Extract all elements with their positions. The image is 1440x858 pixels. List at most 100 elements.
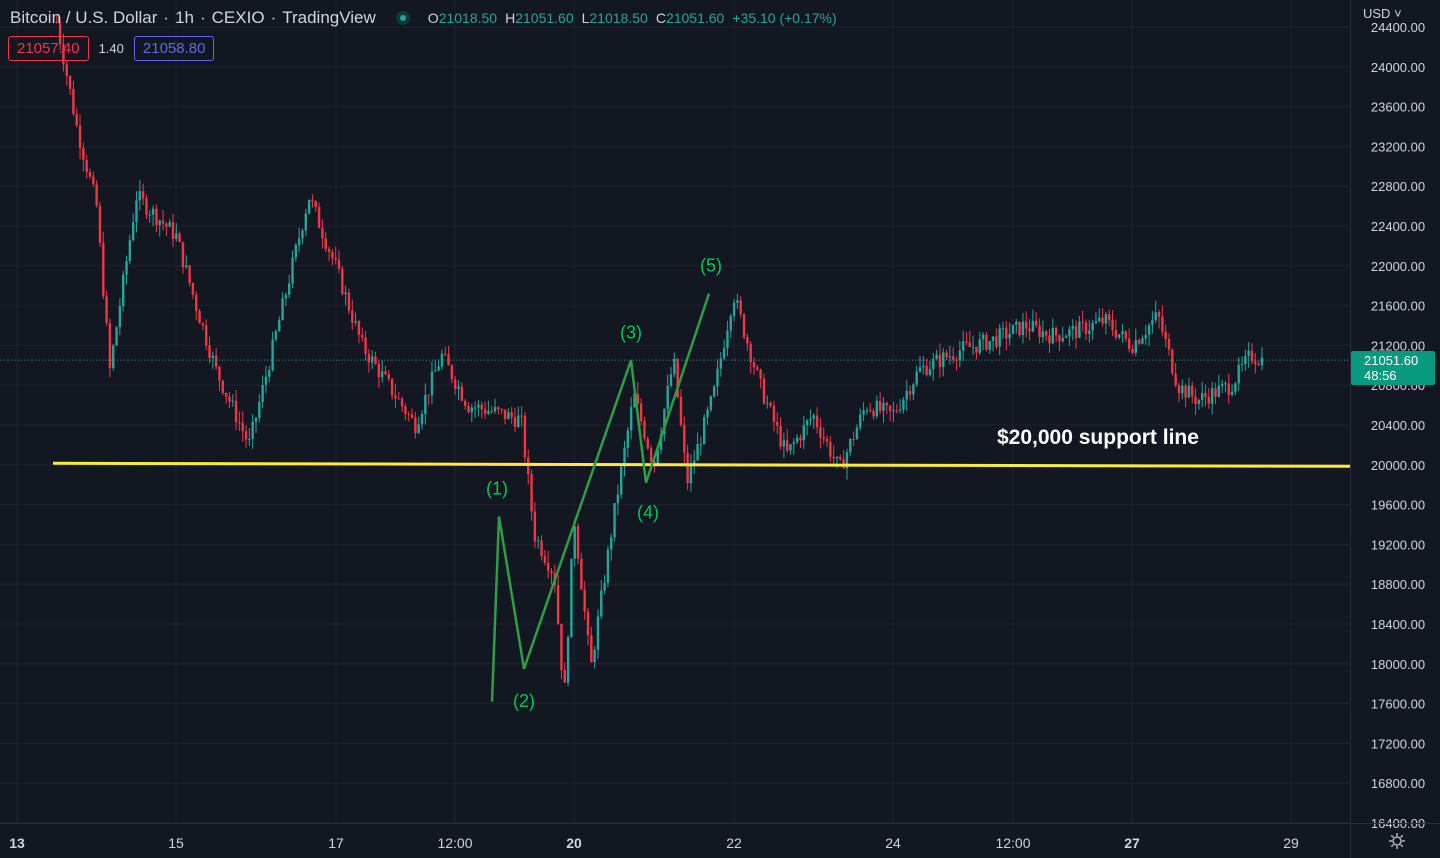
candle-body: [221, 380, 224, 394]
interval-label[interactable]: 1h: [175, 8, 194, 27]
candle-body: [175, 233, 178, 239]
candle-body: [805, 420, 809, 426]
candle-body: [201, 323, 205, 326]
time-tick-label: 12:00: [995, 835, 1030, 851]
candle-body: [480, 404, 483, 410]
candle-body: [430, 371, 434, 396]
candle-body: [417, 424, 420, 434]
candle-body: [463, 400, 467, 407]
candle-body: [998, 328, 1001, 347]
candle-body: [699, 444, 703, 446]
candle-body: [1001, 328, 1005, 330]
candle-body: [669, 374, 673, 386]
price-tick-label: 22400.00: [1371, 219, 1425, 234]
candle-body: [862, 410, 865, 415]
candle-body: [1134, 340, 1137, 353]
candle-body: [92, 176, 95, 185]
candle-body: [171, 222, 175, 239]
candle-body: [211, 355, 215, 359]
candle-body: [317, 207, 321, 228]
quote-row: 21057.40 1.40 21058.80: [8, 36, 215, 61]
candle-body: [537, 540, 540, 542]
candle-body: [802, 425, 805, 441]
candle-body: [125, 261, 128, 275]
candle-body: [168, 222, 171, 227]
candle-body: [1101, 317, 1104, 324]
candle-body: [772, 405, 776, 422]
candle-body: [105, 296, 108, 323]
candle-body: [902, 399, 905, 410]
candle-body: [938, 354, 942, 368]
wave-label: (1): [486, 479, 508, 499]
candle-body: [593, 649, 596, 663]
candle-body: [676, 358, 679, 397]
candle-body: [98, 205, 102, 243]
low-key: L: [581, 10, 590, 26]
candle-body: [311, 199, 314, 202]
candle-body: [766, 403, 769, 405]
price-tick-label: 23200.00: [1371, 139, 1425, 154]
candle-body: [467, 406, 470, 413]
candle-body: [351, 310, 354, 323]
candle-body: [958, 350, 962, 361]
candle-body: [500, 409, 503, 411]
candle-body: [799, 437, 802, 441]
candle-body: [161, 220, 165, 224]
time-tick-label: 15: [168, 835, 184, 851]
candle-body: [912, 384, 915, 395]
candle-body: [407, 414, 410, 416]
candle-body: [623, 447, 626, 467]
candle-body: [633, 393, 636, 408]
candle-body: [570, 558, 573, 638]
candle-body: [205, 325, 208, 346]
candle-body: [307, 199, 311, 214]
candle-body: [1098, 317, 1101, 321]
candle-body: [653, 461, 656, 465]
candle-body: [497, 407, 500, 410]
candle-body: [1068, 328, 1071, 337]
candle-body: [344, 292, 347, 294]
candle-body: [629, 407, 633, 431]
candle-body: [872, 411, 875, 417]
candle-body: [324, 238, 327, 249]
ohlc-values: O21018.50 H21051.60 L21018.50 C21051.60 …: [428, 10, 837, 26]
buy-button[interactable]: 21058.80: [133, 36, 215, 61]
candle-body: [1254, 361, 1257, 365]
candle-body: [948, 356, 952, 358]
candle-body: [151, 208, 155, 215]
market-status-icon[interactable]: [395, 11, 410, 25]
candle-body: [347, 292, 351, 311]
bar-countdown: 48:56: [1364, 368, 1397, 383]
candle-body: [128, 240, 132, 262]
chevron-down-icon: ˅: [1394, 6, 1402, 21]
current-price-tag: 21051.60 48:56: [1351, 351, 1435, 385]
time-tick-label: 27: [1124, 835, 1140, 851]
currency-selector[interactable]: USD ˅: [1363, 6, 1402, 21]
price-tick-label: 21600.00: [1371, 299, 1425, 314]
candle-body: [198, 310, 201, 324]
candle-body: [639, 403, 643, 421]
gear-icon[interactable]: [1388, 832, 1406, 850]
sell-button[interactable]: 21057.40: [8, 36, 89, 61]
separator: ·: [270, 8, 277, 27]
candle-body: [297, 238, 301, 245]
candle-body: [829, 441, 832, 457]
candle-body: [832, 456, 835, 459]
candle-body: [145, 198, 148, 215]
candle-body: [244, 431, 248, 440]
low-value: 21018.50: [589, 10, 648, 26]
candle-body: [483, 409, 487, 414]
candle-body: [424, 394, 427, 414]
candle-body: [390, 378, 394, 396]
candle-body: [543, 556, 547, 563]
candle-body: [616, 494, 620, 504]
candle-body: [1025, 321, 1028, 329]
candle-body: [885, 402, 888, 406]
candle-body: [1154, 312, 1157, 321]
candle-body: [510, 412, 513, 418]
symbol-name[interactable]: Bitcoin / U.S. Dollar: [10, 8, 158, 27]
candle-body: [1247, 350, 1250, 356]
candle-body: [812, 415, 815, 419]
candle-body: [327, 248, 331, 252]
